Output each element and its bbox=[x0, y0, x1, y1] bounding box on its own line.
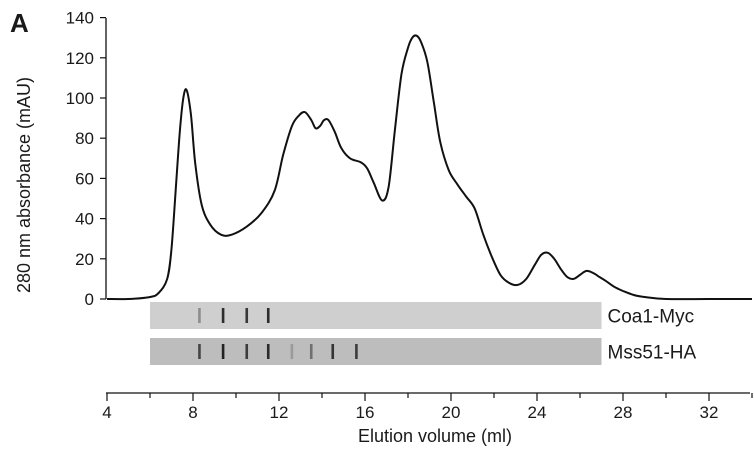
blot-band bbox=[221, 344, 225, 359]
x-tick-label: 20 bbox=[442, 403, 461, 422]
y-tick-label: 60 bbox=[75, 169, 94, 188]
blot-label-coa1-myc: Coa1-Myc bbox=[608, 307, 695, 328]
blot-band bbox=[198, 308, 201, 323]
x-tick-label: 16 bbox=[356, 403, 375, 422]
y-tick-label: 80 bbox=[75, 129, 94, 148]
x-axis-label: Elution volume (ml) bbox=[358, 426, 512, 446]
blot-band bbox=[290, 344, 294, 359]
blot-band bbox=[198, 344, 201, 359]
absorbance-trace bbox=[106, 34, 752, 301]
x-tick-label: 12 bbox=[270, 403, 289, 422]
x-tick-label: 28 bbox=[614, 403, 633, 422]
blot-strip-mss51-ha bbox=[150, 338, 602, 365]
blot-band bbox=[245, 308, 249, 323]
y-axis-label: 280 nm absorbance (mAU) bbox=[14, 77, 34, 293]
blot-band bbox=[266, 308, 270, 323]
blot-band bbox=[331, 344, 335, 359]
y-tick-label: 20 bbox=[75, 250, 94, 269]
y-tick-label: 140 bbox=[66, 9, 94, 28]
x-axis-ticks: 4 8 12 16 20 24 28 32 bbox=[102, 393, 753, 422]
y-tick-label: 40 bbox=[75, 210, 94, 229]
y-axis-ticks: 0 20 40 60 80 100 120 140 bbox=[66, 9, 106, 309]
western-blots: Coa1-Myc Mss51-HA bbox=[150, 302, 697, 365]
blot-band bbox=[245, 344, 249, 359]
x-tick-label: 8 bbox=[188, 403, 197, 422]
x-tick-label: 4 bbox=[102, 403, 111, 422]
panel-label: A bbox=[10, 8, 29, 38]
blot-band bbox=[266, 344, 270, 359]
x-tick-label: 24 bbox=[528, 403, 547, 422]
y-tick-label: 0 bbox=[85, 290, 94, 309]
blot-band bbox=[309, 344, 313, 359]
x-tick-label: 32 bbox=[700, 403, 719, 422]
y-tick-label: 100 bbox=[66, 89, 94, 108]
blot-band bbox=[221, 308, 225, 323]
y-tick-label: 120 bbox=[66, 49, 94, 68]
blot-band bbox=[355, 344, 358, 359]
blot-label-mss51-ha: Mss51-HA bbox=[608, 343, 697, 364]
blot-strip-coa1-myc bbox=[150, 302, 602, 329]
